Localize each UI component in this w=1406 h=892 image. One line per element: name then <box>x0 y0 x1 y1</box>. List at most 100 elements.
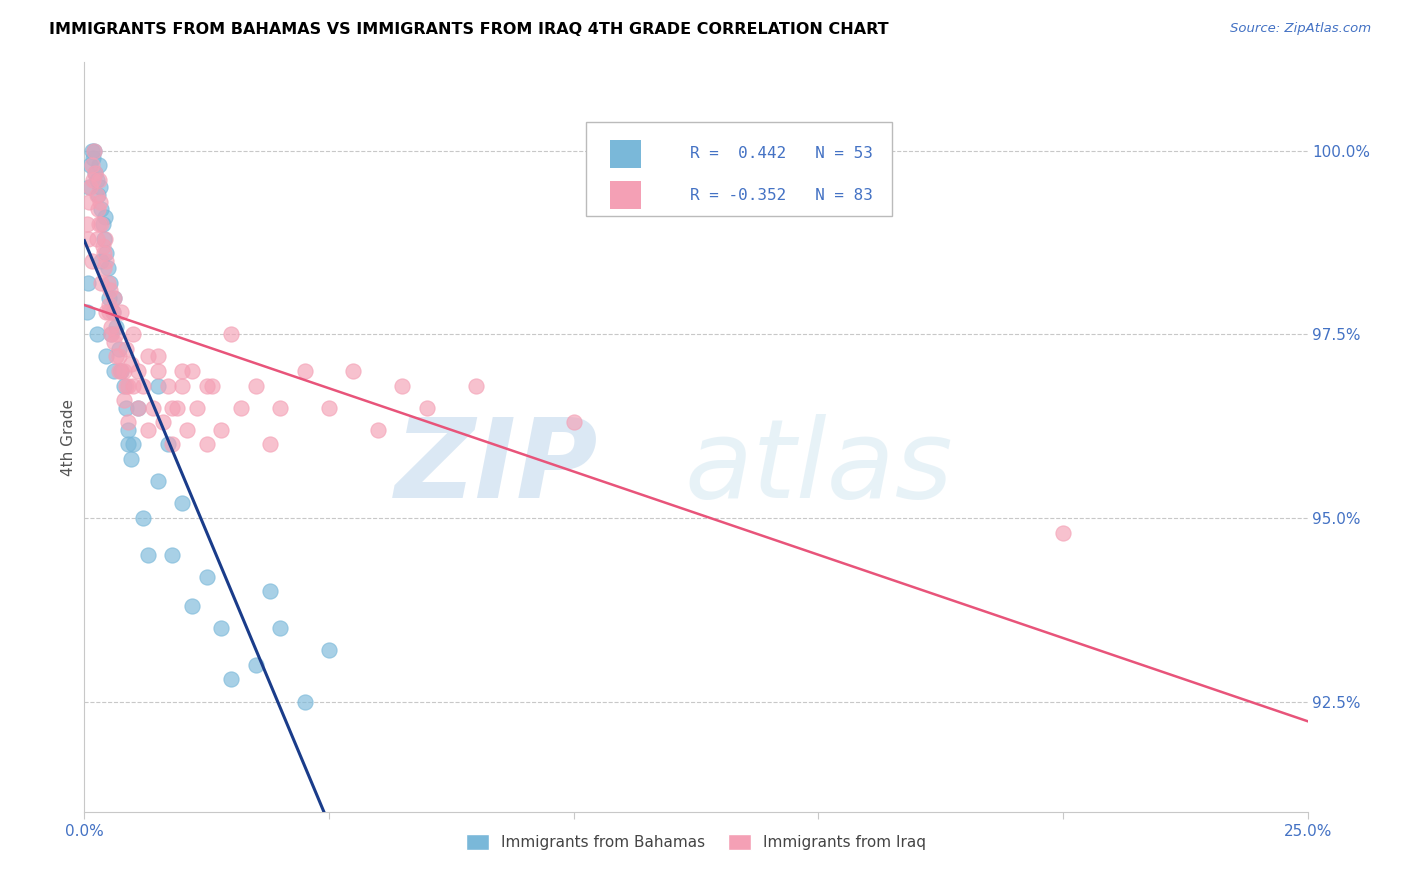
Point <box>77 180 100 194</box>
Point <box>146 378 169 392</box>
Point <box>96 305 118 319</box>
Point <box>93 232 115 246</box>
Point <box>103 291 125 305</box>
Point <box>96 349 118 363</box>
Point <box>269 621 291 635</box>
Point <box>87 173 110 187</box>
Point <box>209 423 232 437</box>
Point <box>156 437 179 451</box>
Point <box>120 452 142 467</box>
Point <box>342 364 364 378</box>
Legend: Immigrants from Bahamas, Immigrants from Iraq: Immigrants from Bahamas, Immigrants from… <box>460 829 932 856</box>
Point <box>87 217 110 231</box>
Point <box>120 357 142 371</box>
Point <box>181 364 204 378</box>
Point <box>132 511 155 525</box>
Point <box>117 378 139 392</box>
Text: ZIP: ZIP <box>395 414 598 521</box>
Point <box>97 305 120 319</box>
Point <box>172 496 194 510</box>
Point <box>93 246 115 260</box>
Point <box>146 364 169 378</box>
Point <box>101 305 124 319</box>
Point <box>83 144 105 158</box>
Point <box>105 349 128 363</box>
Point <box>80 253 103 268</box>
Point <box>94 210 117 224</box>
Point <box>77 232 100 246</box>
FancyBboxPatch shape <box>586 122 891 216</box>
Point <box>98 283 121 297</box>
Point <box>209 621 232 635</box>
Point <box>91 217 114 231</box>
Point <box>93 261 115 276</box>
Point <box>105 319 128 334</box>
Text: R = -0.352   N = 83: R = -0.352 N = 83 <box>690 187 873 202</box>
Point <box>89 194 111 209</box>
Point <box>122 378 145 392</box>
Point <box>83 144 105 158</box>
Point <box>76 217 98 231</box>
Point <box>100 327 122 342</box>
Point <box>97 298 120 312</box>
Point <box>86 327 108 342</box>
Point <box>127 401 149 415</box>
Point <box>172 378 194 392</box>
Point <box>107 349 129 363</box>
Point <box>100 327 122 342</box>
Point <box>84 166 107 180</box>
Point <box>367 423 389 437</box>
Point <box>90 253 112 268</box>
Point <box>79 158 101 172</box>
Point <box>416 401 439 415</box>
Point <box>127 364 149 378</box>
Text: atlas: atlas <box>683 414 953 521</box>
Bar <box>610 139 641 168</box>
Point <box>103 334 125 349</box>
Point <box>90 217 112 231</box>
Bar <box>610 181 641 210</box>
Point <box>77 194 100 209</box>
Point <box>318 643 340 657</box>
Point <box>245 378 267 392</box>
Point <box>181 599 204 613</box>
Point <box>391 378 413 392</box>
Point <box>200 378 222 392</box>
Point <box>90 202 112 217</box>
Point <box>115 342 138 356</box>
Point <box>176 423 198 437</box>
Point <box>97 261 120 276</box>
Point <box>117 423 139 437</box>
Point <box>91 239 114 253</box>
Point <box>84 166 107 180</box>
Text: IMMIGRANTS FROM BAHAMAS VS IMMIGRANTS FROM IRAQ 4TH GRADE CORRELATION CHART: IMMIGRANTS FROM BAHAMAS VS IMMIGRANTS FR… <box>49 22 889 37</box>
Point <box>112 364 135 378</box>
Point <box>87 202 110 217</box>
Point <box>82 151 104 165</box>
Point <box>1052 525 1074 540</box>
Point <box>259 584 281 599</box>
Point <box>152 416 174 430</box>
Point <box>86 232 108 246</box>
Point <box>90 276 112 290</box>
Point <box>97 276 120 290</box>
Point <box>122 327 145 342</box>
Point <box>82 173 104 187</box>
Point <box>86 173 108 187</box>
Point <box>86 187 108 202</box>
Point <box>132 378 155 392</box>
Point <box>156 378 179 392</box>
Point <box>110 305 132 319</box>
Point <box>122 437 145 451</box>
Point <box>94 232 117 246</box>
Point <box>464 378 486 392</box>
Point <box>146 349 169 363</box>
Point <box>112 378 135 392</box>
Point <box>259 437 281 451</box>
Point <box>186 401 208 415</box>
Point <box>318 401 340 415</box>
Point <box>195 378 218 392</box>
Point <box>146 474 169 488</box>
Point <box>562 416 585 430</box>
Point <box>219 673 242 687</box>
